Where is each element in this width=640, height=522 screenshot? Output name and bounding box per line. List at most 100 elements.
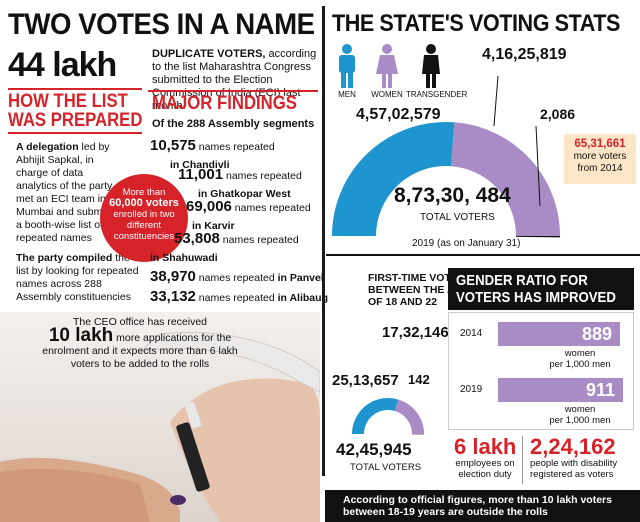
duplicate-voters-count: 44 lakh <box>8 46 117 84</box>
divider <box>522 436 523 484</box>
gender-ratio-panel <box>448 312 634 430</box>
finding-row: 11,001 names repeated in Ghatkopar West <box>178 166 302 202</box>
how-list-heading: HOW THE LIST WAS PREPARED <box>8 92 142 130</box>
finding-text: names repeated <box>195 141 275 153</box>
staff-text: employees on election duty <box>455 458 515 480</box>
party-bold: The party compiled <box>16 252 113 264</box>
finding-place: in Alibaug <box>274 292 328 304</box>
finding-num: 33,132 <box>150 288 196 305</box>
date-note: 2019 (as on January 31) <box>412 238 521 249</box>
how-head-line1: HOW THE LIST <box>8 91 128 112</box>
ratio-bar-2014: 889 <box>498 322 620 346</box>
bottom-note: According to official figures, more than… <box>325 490 640 522</box>
party-text: the list by looking for repeated names a… <box>16 252 139 303</box>
woman-icon <box>376 44 398 88</box>
ft-total-count: 42,45,945 <box>336 440 412 459</box>
ratio-bar-2019: 911 <box>498 378 623 402</box>
hands-illustration <box>0 331 320 522</box>
dup-text: according to the list Maharashtra Congre… <box>152 48 317 112</box>
ceo-note: The CEO office has received 10 lakh more… <box>40 316 240 371</box>
ft-trans-count: 142 <box>408 372 430 387</box>
finding-place: in Karvir <box>192 220 235 232</box>
major-findings-sub: Of the 288 Assembly segments <box>152 118 315 130</box>
finding-row: 38,970 names repeated in Panvel <box>150 268 324 286</box>
ft-men-count: 25,13,657 <box>332 372 399 389</box>
women-label: WOMEN <box>371 90 403 99</box>
finding-place: in Panvel <box>274 272 324 284</box>
major-findings-heading: MAJOR FINDINGS <box>152 93 297 114</box>
gr-line1: GENDER RATIO FOR <box>456 272 588 289</box>
women-count: 4,16,25,819 <box>482 46 567 63</box>
finding-text: names repeated <box>231 202 311 214</box>
finding-num: 11,001 <box>178 166 224 183</box>
men-count: 4,57,02,579 <box>356 106 441 123</box>
gr-line2: VOTERS HAS IMPROVED <box>456 289 616 306</box>
duplicate-voters-desc: DUPLICATE VOTERS, according to the list … <box>152 48 322 113</box>
first-time-donut <box>352 398 424 435</box>
sixty-thousand-callout: More than 60,000 voters enrolled in two … <box>100 174 188 262</box>
finding-num: 38,970 <box>150 268 196 285</box>
total-voters-count: 8,73,30, 484 <box>394 184 511 207</box>
dup-bold: DUPLICATE VOTERS, <box>152 48 266 60</box>
delegation-text: A delegation led by Abhijit Sapkal, in c… <box>16 141 124 245</box>
deleg-bold: A delegation <box>16 141 79 153</box>
divider <box>148 90 318 92</box>
ceo-big: 10 lakh <box>48 325 114 346</box>
ft-women-segment <box>394 399 424 435</box>
transgender-label: TRANSGENDER <box>406 90 468 99</box>
finding-row: 53,808 names repeated in Shahuwadi <box>150 230 299 266</box>
staff-count: 6 lakh <box>454 434 517 459</box>
disability-text: people with disability registered as vot… <box>530 458 618 480</box>
more-voters-box: 65,31,661 more voters from 2014 <box>564 134 636 184</box>
finding-text: names repeated <box>195 272 275 284</box>
leader-line <box>493 75 499 127</box>
ratio-note2: per 1,000 men <box>549 359 611 370</box>
gender-ratio-heading: GENDER RATIO FOR VOTERS HAS IMPROVED <box>448 268 634 310</box>
ft-men-segment <box>352 398 399 435</box>
transgender-icon <box>422 44 440 88</box>
men-segment <box>332 122 455 237</box>
total-voters-donut <box>332 75 560 238</box>
finding-row: 69,006 names repeated in Karvir <box>186 198 311 234</box>
finding-num: 53,808 <box>174 230 220 247</box>
man-icon <box>339 44 355 88</box>
how-head-line2: WAS PREPARED <box>8 110 143 131</box>
finding-text: names repeated <box>219 234 299 246</box>
ft-total-label: TOTAL VOTERS <box>350 462 422 473</box>
ceo-line2: more applications for the enrolment and … <box>42 332 238 370</box>
ratio-note: women per 1,000 men <box>540 348 620 370</box>
ratio-year: 2019 <box>460 384 483 395</box>
more-voters-text: more voters from 2014 <box>573 151 627 174</box>
ratio-note2: per 1,000 men <box>549 415 611 426</box>
men-label: MEN <box>338 90 356 99</box>
finding-place: in Ghatkopar West <box>198 188 291 200</box>
divider <box>326 254 640 256</box>
main-headline: TWO VOTES IN A NAME <box>8 8 315 41</box>
ratio-note: women per 1,000 men <box>540 404 620 426</box>
ratio-year: 2014 <box>460 328 483 339</box>
ft-women-count: 17,32,146 <box>382 324 449 341</box>
finding-place: in Shahuwadi <box>150 252 218 264</box>
transgender-count: 2,086 <box>540 106 576 122</box>
ceo-line1: The CEO office has received <box>72 316 208 328</box>
finding-text: names repeated <box>195 292 275 304</box>
finding-row: 10,575 names repeated in Chandivli <box>150 137 275 173</box>
ratio-note1: women <box>564 404 596 415</box>
divider <box>8 88 142 90</box>
stats-headline: THE STATE'S VOTING STATS <box>332 10 620 37</box>
divider <box>8 132 142 134</box>
finding-text: names repeated <box>223 170 302 182</box>
circle-line2: enrolled in two different constituencies <box>113 209 175 242</box>
leader-line <box>535 125 541 207</box>
finding-place: in Chandivli <box>170 159 230 171</box>
finding-num: 69,006 <box>186 198 232 215</box>
more-voters-num: 65,31,661 <box>574 138 626 150</box>
deleg-text: led by Abhijit Sapkal, in charge of data… <box>16 141 123 244</box>
ratio-note1: women <box>564 348 596 359</box>
party-compiled-text: The party compiled the list by looking f… <box>16 252 142 304</box>
women-segment <box>450 122 560 237</box>
circle-big: 60,000 voters <box>109 197 179 209</box>
voting-photo <box>0 312 320 522</box>
column-divider <box>322 6 325 476</box>
circle-line1: More than <box>122 187 166 198</box>
